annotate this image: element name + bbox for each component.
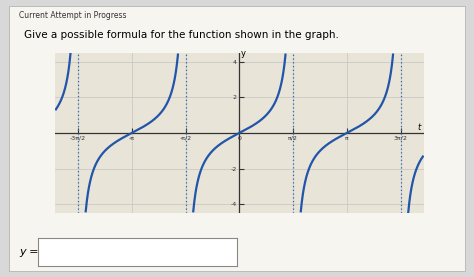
Text: Give a possible formula for the function shown in the graph.: Give a possible formula for the function… [24, 30, 338, 40]
Text: y: y [240, 49, 246, 58]
Text: t: t [418, 122, 421, 132]
Text: y =: y = [19, 247, 38, 257]
Text: Current Attempt in Progress: Current Attempt in Progress [19, 11, 127, 20]
